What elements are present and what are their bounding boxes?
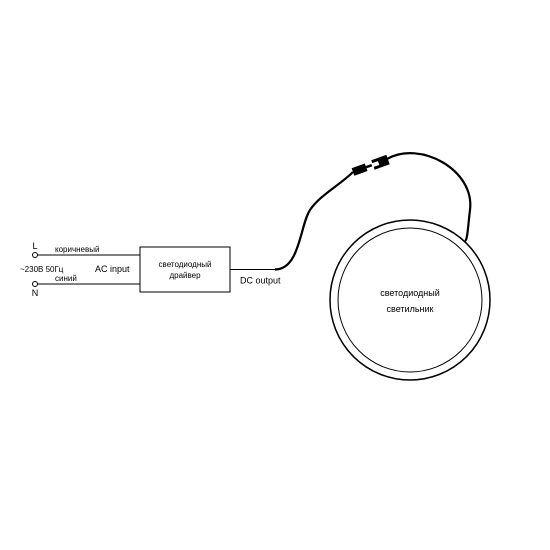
led-driver-box — [140, 247, 230, 292]
cable-jack-to-lamp — [387, 153, 470, 241]
driver-label-2: драйвер — [169, 271, 201, 280]
voltage-label: ~230В 50Гц — [20, 265, 64, 274]
lamp-ring-outer — [330, 220, 490, 380]
wire-l-color: коричневый — [55, 245, 99, 254]
dc-plug-male — [352, 161, 374, 175]
dc-jack-female — [371, 155, 389, 170]
lamp-label-1: светодиодный — [380, 288, 440, 298]
lamp-ring-inner — [338, 228, 482, 372]
terminal-l — [33, 253, 38, 258]
lamp-label-2: светильник — [387, 304, 434, 314]
wire-n-color: синий — [55, 274, 77, 283]
terminal-l-label: L — [32, 241, 37, 251]
driver-label-1: светодиодный — [159, 260, 212, 269]
cable-driver-to-plug — [275, 172, 353, 270]
terminal-n-label: N — [32, 288, 39, 298]
terminal-n — [33, 282, 38, 287]
ac-input-label: AC input — [95, 264, 130, 274]
dc-output-label: DC output — [240, 276, 281, 286]
